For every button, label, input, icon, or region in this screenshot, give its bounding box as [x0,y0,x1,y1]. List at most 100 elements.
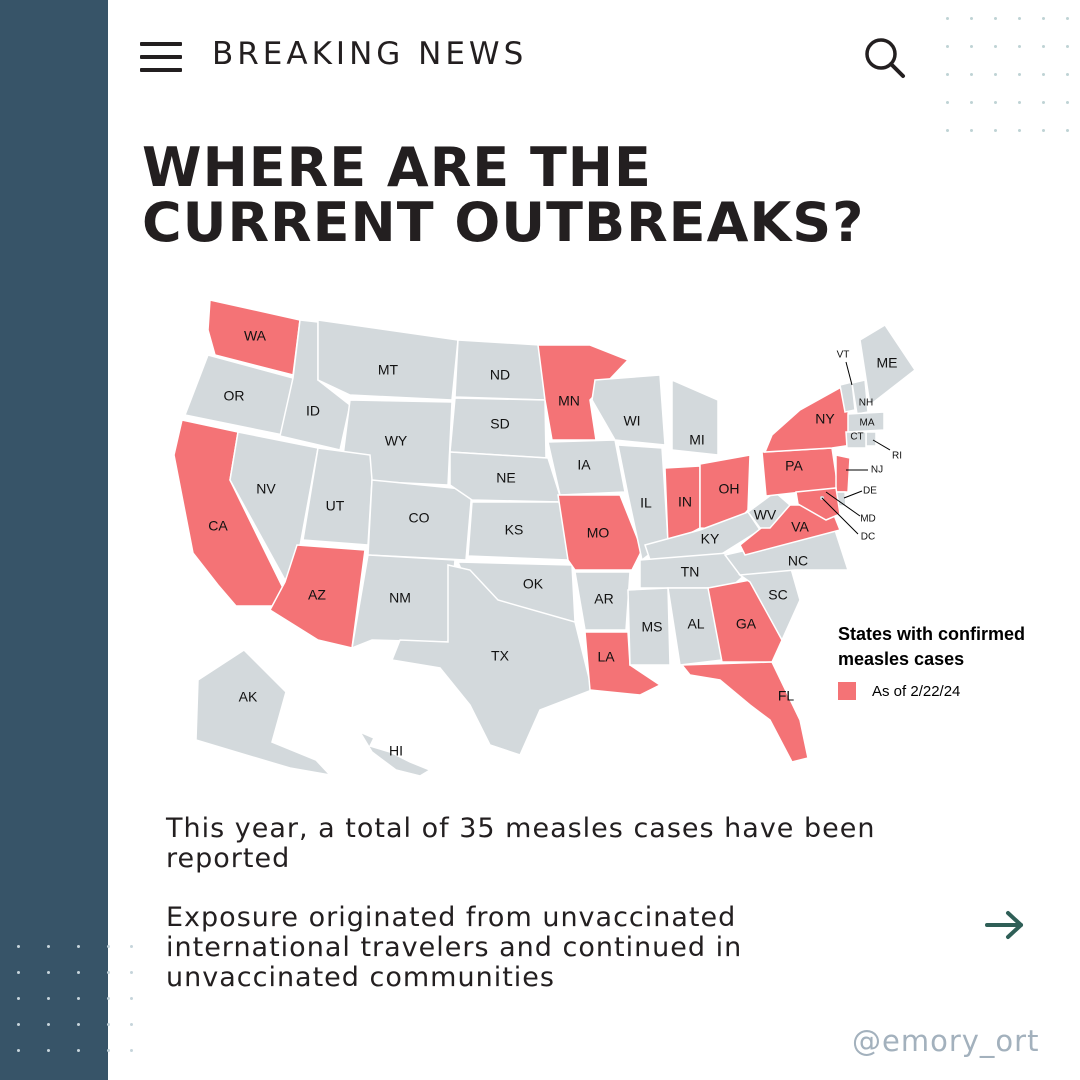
decor-dot [47,997,50,1000]
state-label-nm: NM [389,590,411,606]
state-label-in: IN [678,494,692,510]
decor-dot [970,101,973,104]
state-label-ma: MA [860,418,875,429]
headline-line-2: CURRENT OUTBREAKS? [142,191,865,254]
state-hi [358,730,432,777]
state-co [367,479,473,561]
decor-dot [1042,45,1045,48]
state-label-va: VA [791,519,809,535]
decor-dot [130,971,133,974]
state-label-mt: MT [378,362,399,378]
state-label-la: LA [597,649,615,665]
arrow-right-icon[interactable] [984,910,1026,940]
sidebar-panel [0,0,108,1080]
state-label-fl: FL [778,688,795,704]
decor-dot [946,73,949,76]
decor-dot [1042,129,1045,132]
state-label-wa: WA [244,328,267,344]
decor-dot [994,17,997,20]
leader-line-md [825,491,861,517]
decor-dot [77,971,80,974]
state-label-nd: ND [490,367,510,383]
decor-dot [994,73,997,76]
decor-dot [946,129,949,132]
decor-dot [77,1049,80,1052]
decor-dot [1018,73,1021,76]
state-label-ia: IA [577,457,591,473]
decor-dot [1066,73,1069,76]
state-ia [547,439,626,496]
decor-dot [1042,101,1045,104]
decor-dot [970,17,973,20]
state-label-az: AZ [308,587,326,603]
state-wi [591,374,666,446]
leader-line-de [843,490,863,499]
state-mo [557,494,643,571]
state-label-md: MD [860,514,876,525]
state-ct [845,431,867,449]
map-legend: States with confirmed measles cases As o… [838,622,1048,700]
state-label-or: OR [224,388,245,404]
state-md [795,487,841,521]
decor-dot [107,945,110,948]
decor-dot [1018,45,1021,48]
decor-dot [77,945,80,948]
state-label-mi: MI [689,432,705,448]
state-az [269,544,366,649]
decor-dot [47,971,50,974]
state-label-id: ID [306,403,320,419]
decor-dot [1066,129,1069,132]
decor-dot [970,73,973,76]
state-nh [851,379,869,415]
state-label-ks: KS [505,522,524,538]
state-label-ky: KY [701,531,720,547]
decor-dot [107,997,110,1000]
state-mt [317,319,459,401]
state-ny [763,383,853,453]
state-vt [839,381,856,413]
state-nj [835,454,851,493]
state-me [859,323,917,407]
legend-swatch [838,682,856,700]
decor-dot [1018,129,1021,132]
state-label-wv: WV [754,507,777,523]
state-label-ca: CA [208,518,228,534]
state-label-ok: OK [523,576,544,592]
state-wa [207,299,301,376]
state-ak [195,649,333,777]
decor-dot [970,129,973,132]
state-ga [707,579,783,663]
decor-dot [946,101,949,104]
state-label-ut: UT [326,498,345,514]
decor-dot [994,101,997,104]
decor-dot [17,945,20,948]
exposure-paragraph: Exposure originated from unvaccinated in… [166,902,743,993]
decor-dot [1066,17,1069,20]
decor-dot [1042,17,1045,20]
decor-dot [130,997,133,1000]
leader-line-dc [821,497,859,535]
state-label-ne: NE [496,470,515,486]
decor-dot [1018,101,1021,104]
us-map-svg: WA OR CA NV ID MT WY UT AZ CO NM ND SD NE KS OK TX MN IA MO… [173,299,917,777]
state-label-ms: MS [642,619,663,635]
state-label-il: IL [640,495,652,511]
state-label-ak: AK [239,689,258,705]
hamburger-menu-icon[interactable] [140,40,182,74]
legend-item: As of 2/22/24 [838,682,1048,700]
state-mn [537,344,630,441]
header-title: BREAKING NEWS [212,36,528,72]
us-measles-map: WA OR CA NV ID MT WY UT AZ CO NM ND SD NE KS OK TX MN IA MO… [150,285,1050,785]
legend-item-label: As of 2/22/24 [872,682,961,700]
state-label-ga: GA [736,616,757,632]
state-label-de: DE [863,486,877,497]
state-label-nh: NH [859,398,873,409]
state-label-ri: RI [892,451,902,462]
decor-dot [77,997,80,1000]
decor-dot [17,971,20,974]
decor-dot [107,971,110,974]
decor-dot [47,1023,50,1026]
decor-dot [130,1023,133,1026]
search-icon[interactable] [862,36,908,80]
state-label-vt: VT [837,350,850,361]
